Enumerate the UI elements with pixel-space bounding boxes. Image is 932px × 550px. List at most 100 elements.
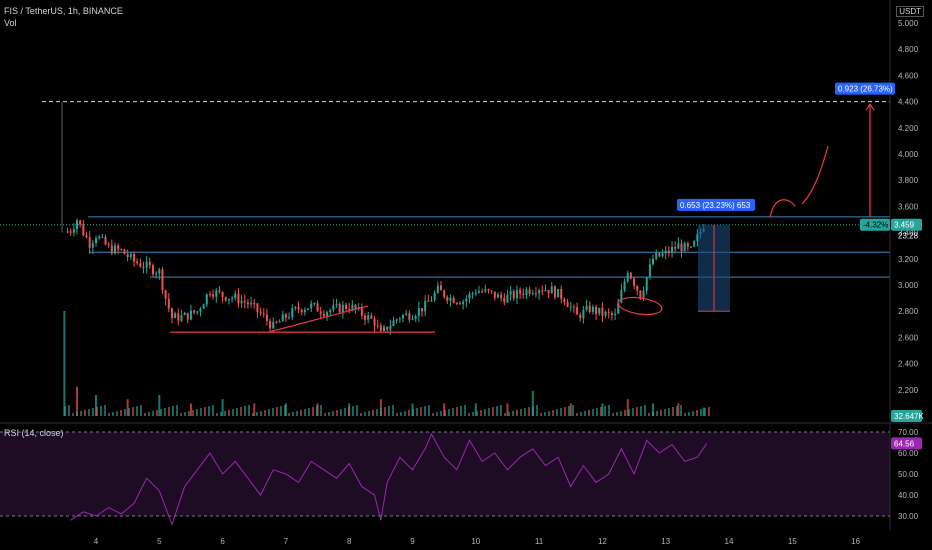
volume-bar: [396, 413, 398, 416]
candle-body: [234, 293, 237, 299]
volume-bar: [126, 399, 129, 416]
candle-body: [224, 296, 227, 301]
volume-bar: [248, 405, 250, 416]
candle-body: [582, 309, 585, 319]
volume-bar: [112, 412, 114, 416]
volume-bar: [144, 413, 146, 416]
candle-body: [572, 306, 575, 308]
candle-body: [389, 325, 392, 330]
candle-body: [345, 304, 348, 309]
candle-body: [509, 291, 512, 295]
volume-bar: [336, 410, 338, 416]
candle-body: [553, 286, 556, 298]
volume-bar: [164, 408, 166, 416]
percent-change-badge-bg: [860, 218, 890, 231]
volume-bar: [232, 409, 234, 416]
volume-bar: [332, 411, 334, 416]
candle-body: [364, 315, 367, 320]
candle-body: [468, 293, 471, 299]
volume-bar: [468, 413, 470, 416]
candle-body: [474, 292, 477, 294]
candle-body: [446, 296, 449, 301]
candle-body: [560, 288, 563, 299]
candle-body: [180, 315, 183, 321]
candle-body: [655, 253, 658, 259]
candle-body: [316, 303, 319, 312]
candle-body: [199, 308, 202, 312]
volume-bar: [684, 413, 686, 416]
volume-bars: [63, 311, 710, 416]
volume-bar: [644, 405, 646, 416]
price-tick-label-1: 4.800: [898, 45, 919, 54]
volume-value-badge-text: 32.647K: [894, 412, 924, 421]
candle-body: [487, 289, 490, 291]
candle-body: [82, 224, 85, 236]
volume-bar: [540, 413, 542, 416]
volume-bar: [600, 407, 602, 416]
price-tick-label-12: 2.600: [898, 333, 919, 342]
candle-body: [544, 290, 547, 292]
volume-bar: [156, 410, 158, 416]
volume-bar: [484, 409, 486, 416]
candle-body: [196, 311, 199, 313]
candle-body: [436, 285, 439, 293]
volume-bar: [428, 405, 430, 416]
volume-bar: [296, 411, 298, 416]
candle-body: [126, 254, 129, 258]
candle-body: [430, 300, 433, 302]
candle-body: [674, 246, 677, 249]
candle-body: [139, 263, 142, 267]
currency-badge[interactable]: USDT: [896, 6, 924, 17]
volume-bar: [172, 406, 174, 416]
candle-body: [541, 290, 544, 292]
projection-squiggle: [769, 145, 829, 218]
volume-bar: [320, 405, 322, 416]
volume-bar: [624, 410, 626, 416]
volume-bar: [612, 413, 614, 416]
volume-bar: [656, 411, 658, 416]
volume-bar: [236, 408, 238, 416]
volume-bar: [228, 410, 230, 416]
volume-bar: [544, 412, 546, 416]
volume-bar: [472, 412, 474, 416]
candle-body: [493, 291, 496, 298]
time-tick-label-4: 8: [347, 537, 352, 546]
volume-bar: [596, 408, 598, 416]
volume-bar: [158, 395, 161, 416]
volume-bar: [524, 408, 526, 416]
candle-body: [129, 254, 132, 258]
rsi-line: [70, 432, 708, 526]
volume-bar: [520, 409, 522, 416]
candle-body: [161, 269, 164, 291]
volume-bar: [204, 407, 206, 416]
candle-body: [642, 290, 645, 299]
candle-body: [205, 294, 208, 305]
candle-body: [620, 289, 623, 303]
volume-bar: [412, 409, 414, 416]
time-tick-label-9: 13: [661, 537, 670, 546]
volume-bar: [76, 412, 78, 416]
volume-bar: [476, 411, 478, 416]
price-tick-label-13: 2.400: [898, 360, 919, 369]
volume-bar: [260, 411, 262, 416]
candle-body: [79, 220, 82, 225]
volume-bar: [208, 406, 210, 416]
candle-body: [142, 266, 145, 268]
time-tick-label-6: 10: [471, 537, 480, 546]
price-tick-label-11: 2.800: [898, 307, 919, 316]
candle-body: [439, 285, 442, 291]
candle-body: [332, 305, 335, 310]
price-tick-label-6: 3.800: [898, 176, 919, 185]
candle-body: [629, 272, 632, 279]
volume-bar: [408, 410, 410, 416]
candle-body: [680, 243, 683, 252]
candle-body: [595, 306, 598, 314]
volume-bar: [528, 407, 530, 416]
candle-body: [72, 229, 75, 233]
volume-bar: [216, 413, 218, 416]
rsi-pane: 70.00 60.00 50.00 40.00 30.00: [0, 428, 919, 526]
candle-body: [373, 318, 376, 326]
volume-bar: [569, 403, 572, 416]
candle-body: [281, 314, 284, 322]
